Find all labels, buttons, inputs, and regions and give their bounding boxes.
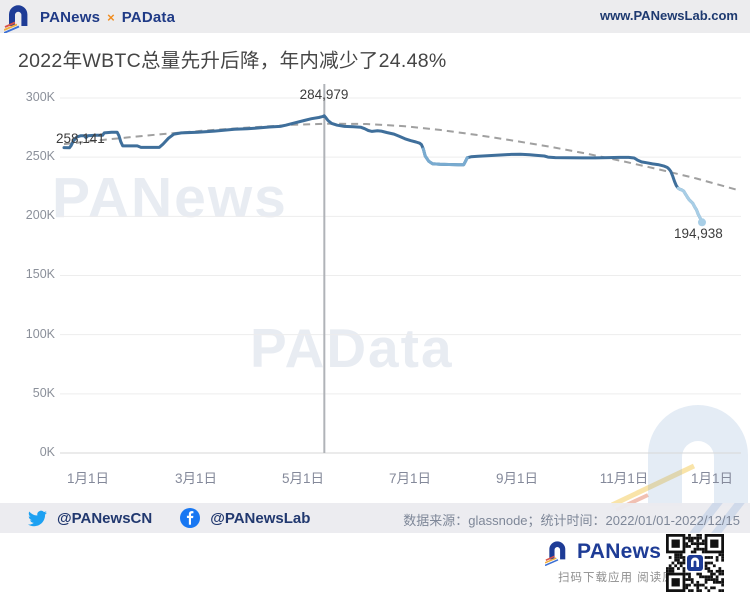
footer-bar: @PANewsCN @PANewsLab 数据来源：glassnode；统计时间…	[0, 503, 750, 533]
site-url-link[interactable]: www.PANewsLab.com	[600, 8, 738, 23]
brand-secondary: PAData	[121, 9, 176, 26]
panews-logo-icon	[4, 5, 28, 33]
y-axis-tick-label: 100K	[25, 326, 55, 341]
page-title: 2022年WBTC总量先升后降，年内减少了24.48%	[18, 50, 447, 72]
facebook-handle-link[interactable]: @PANewsLab	[210, 509, 311, 527]
y-axis-tick-label: 250K	[25, 149, 55, 164]
bottom-brand-name: PANews	[577, 540, 662, 563]
qr-code	[666, 534, 724, 592]
y-axis-tick-label: 0K	[39, 445, 55, 459]
y-axis-tick-label: 150K	[25, 267, 55, 282]
annotation-peak-value: 284,979	[299, 87, 349, 102]
brand-lockup: PANews × PAData	[4, 2, 175, 33]
annotation-start-value: 258,141	[56, 131, 105, 146]
twitter-handle-link[interactable]: @PANewsCN	[57, 509, 153, 527]
bottom-tagline: 扫码下载应用 阅读原文	[558, 572, 688, 584]
y-axis-tick-label: 50K	[32, 385, 55, 400]
panews-logo-icon	[545, 541, 566, 566]
social-links: @PANewsCN @PANewsLab	[28, 503, 310, 533]
x-axis-tick-label: 9月1日	[495, 471, 539, 486]
twitter-icon	[28, 509, 47, 528]
x-axis-tick-label: 3月1日	[174, 471, 218, 486]
y-axis-tick-label: 300K	[25, 89, 55, 104]
x-axis-tick-label: 7月1日	[388, 471, 432, 486]
chart-canvas	[60, 84, 741, 454]
header-bar: PANews × PAData www.PANewsLab.com	[0, 0, 750, 33]
bottom-strip: PANews 扫码下载应用 阅读原文	[0, 533, 750, 593]
x-axis-tick-label: 1月1日	[66, 471, 110, 486]
annotation-end-value: 194,938	[674, 226, 723, 241]
x-axis-tick-label: 5月1日	[281, 471, 325, 486]
data-source-text: 数据来源：glassnode；统计时间：2022/01/01-2022/12/1…	[403, 513, 740, 528]
brand-separator: ×	[107, 10, 115, 25]
x-axis-tick-label: 11月1日	[599, 471, 649, 486]
x-axis-tick-label: 1月1日	[690, 471, 734, 486]
facebook-icon	[180, 508, 201, 528]
brand-primary: PANews	[40, 9, 101, 26]
y-axis-tick-label: 200K	[25, 208, 55, 223]
bottom-brand-lockup: PANews	[545, 538, 661, 566]
